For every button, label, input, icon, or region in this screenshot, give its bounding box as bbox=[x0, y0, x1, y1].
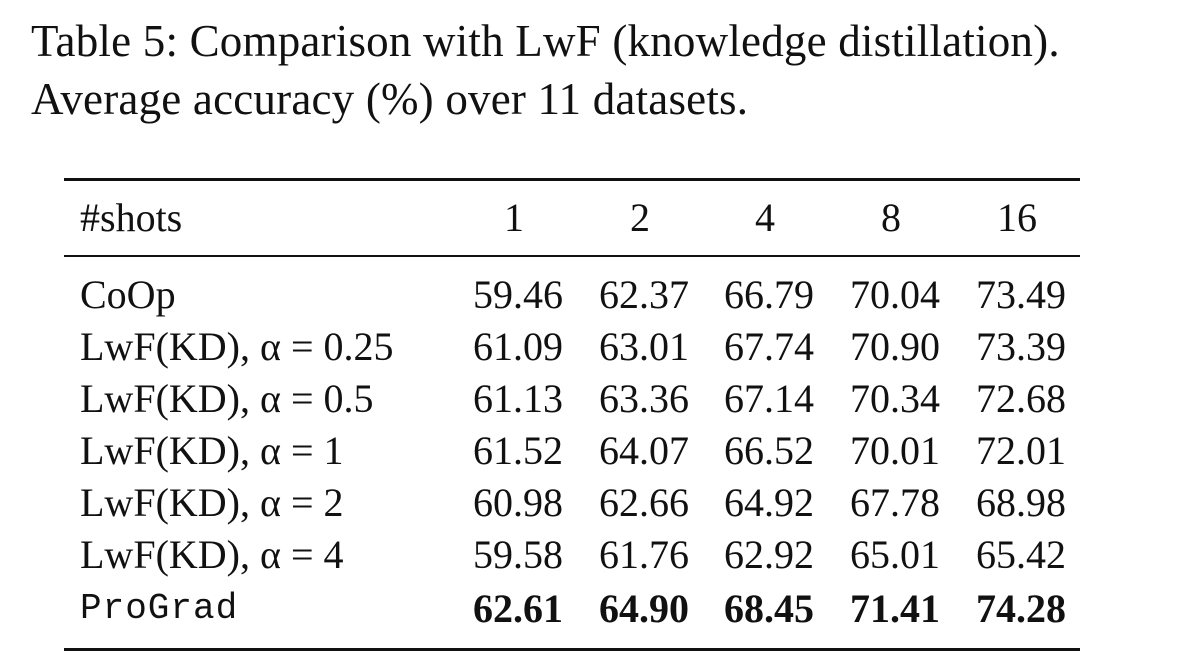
cell-value: 70.01 bbox=[850, 428, 940, 473]
cell-value: 66.79 bbox=[724, 272, 814, 317]
cell-value: 70.04 bbox=[850, 272, 940, 317]
row-method: LwF(KD), α = 0.25 bbox=[80, 324, 394, 369]
bottom-rule bbox=[64, 648, 1080, 651]
cell-value: 73.39 bbox=[976, 324, 1066, 369]
cell-value: 70.90 bbox=[850, 324, 940, 369]
row-method: LwF(KD), α = 0.5 bbox=[80, 376, 374, 421]
cell-value: 72.01 bbox=[976, 428, 1066, 473]
header-col-8: 8 bbox=[881, 195, 901, 240]
cell-value: 66.52 bbox=[724, 428, 814, 473]
cell-value: 70.34 bbox=[850, 376, 940, 421]
cell-value: 63.36 bbox=[599, 376, 689, 421]
cell-value: 65.01 bbox=[850, 532, 940, 577]
cell-value: 61.13 bbox=[473, 376, 563, 421]
cell-value: 65.42 bbox=[976, 532, 1066, 577]
cell-value: 64.07 bbox=[599, 428, 689, 473]
cell-value: 68.45 bbox=[724, 586, 814, 631]
cell-value: 74.28 bbox=[976, 586, 1066, 631]
table-row: LwF(KD), α = 0.25 61.09 63.01 67.74 70.9… bbox=[0, 321, 1192, 373]
cell-value: 62.37 bbox=[599, 272, 689, 317]
cell-value: 62.92 bbox=[724, 532, 814, 577]
cell-value: 72.68 bbox=[976, 376, 1066, 421]
cell-value: 73.49 bbox=[976, 272, 1066, 317]
header-col-1: 1 bbox=[504, 195, 524, 240]
cell-value: 64.90 bbox=[599, 586, 689, 631]
table-caption: Table 5: Comparison with LwF (knowledge … bbox=[31, 12, 1181, 128]
cell-value: 60.98 bbox=[473, 480, 563, 525]
table-row: CoOp 59.46 62.37 66.79 70.04 73.49 bbox=[0, 269, 1192, 321]
row-method: LwF(KD), α = 2 bbox=[80, 480, 344, 525]
table-row: LwF(KD), α = 1 61.52 64.07 66.52 70.01 7… bbox=[0, 425, 1192, 477]
table-row: LwF(KD), α = 0.5 61.13 63.36 67.14 70.34… bbox=[0, 373, 1192, 425]
cell-value: 67.74 bbox=[724, 324, 814, 369]
header-shots-label: #shots bbox=[80, 195, 183, 240]
table-row-best: ProGrad 62.61 64.90 68.45 71.41 74.28 bbox=[0, 583, 1192, 635]
row-method: ProGrad bbox=[80, 588, 239, 629]
cell-value: 61.09 bbox=[473, 324, 563, 369]
cell-value: 63.01 bbox=[599, 324, 689, 369]
header-rule bbox=[64, 255, 1080, 257]
cell-value: 62.61 bbox=[473, 586, 563, 631]
cell-value: 68.98 bbox=[976, 480, 1066, 525]
row-method: CoOp bbox=[80, 272, 176, 317]
cell-value: 67.78 bbox=[850, 480, 940, 525]
table-row: LwF(KD), α = 2 60.98 62.66 64.92 67.78 6… bbox=[0, 477, 1192, 529]
cell-value: 59.46 bbox=[473, 272, 563, 317]
cell-value: 59.58 bbox=[473, 532, 563, 577]
cell-value: 64.92 bbox=[724, 480, 814, 525]
cell-value: 71.41 bbox=[850, 586, 940, 631]
header-col-4: 4 bbox=[755, 195, 775, 240]
caption-line-2: Average accuracy (%) over 11 datasets. bbox=[31, 74, 749, 124]
header-col-16: 16 bbox=[997, 195, 1037, 240]
header-col-2: 2 bbox=[630, 195, 650, 240]
top-rule bbox=[64, 178, 1080, 181]
table-header-row: #shots 1 2 4 8 16 bbox=[0, 192, 1192, 244]
table-row: LwF(KD), α = 4 59.58 61.76 62.92 65.01 6… bbox=[0, 529, 1192, 581]
cell-value: 61.76 bbox=[599, 532, 689, 577]
cell-value: 67.14 bbox=[724, 376, 814, 421]
row-method: LwF(KD), α = 1 bbox=[80, 428, 344, 473]
row-method: LwF(KD), α = 4 bbox=[80, 532, 344, 577]
caption-line-1: Table 5: Comparison with LwF (knowledge … bbox=[31, 16, 1060, 66]
cell-value: 62.66 bbox=[599, 480, 689, 525]
cell-value: 61.52 bbox=[473, 428, 563, 473]
